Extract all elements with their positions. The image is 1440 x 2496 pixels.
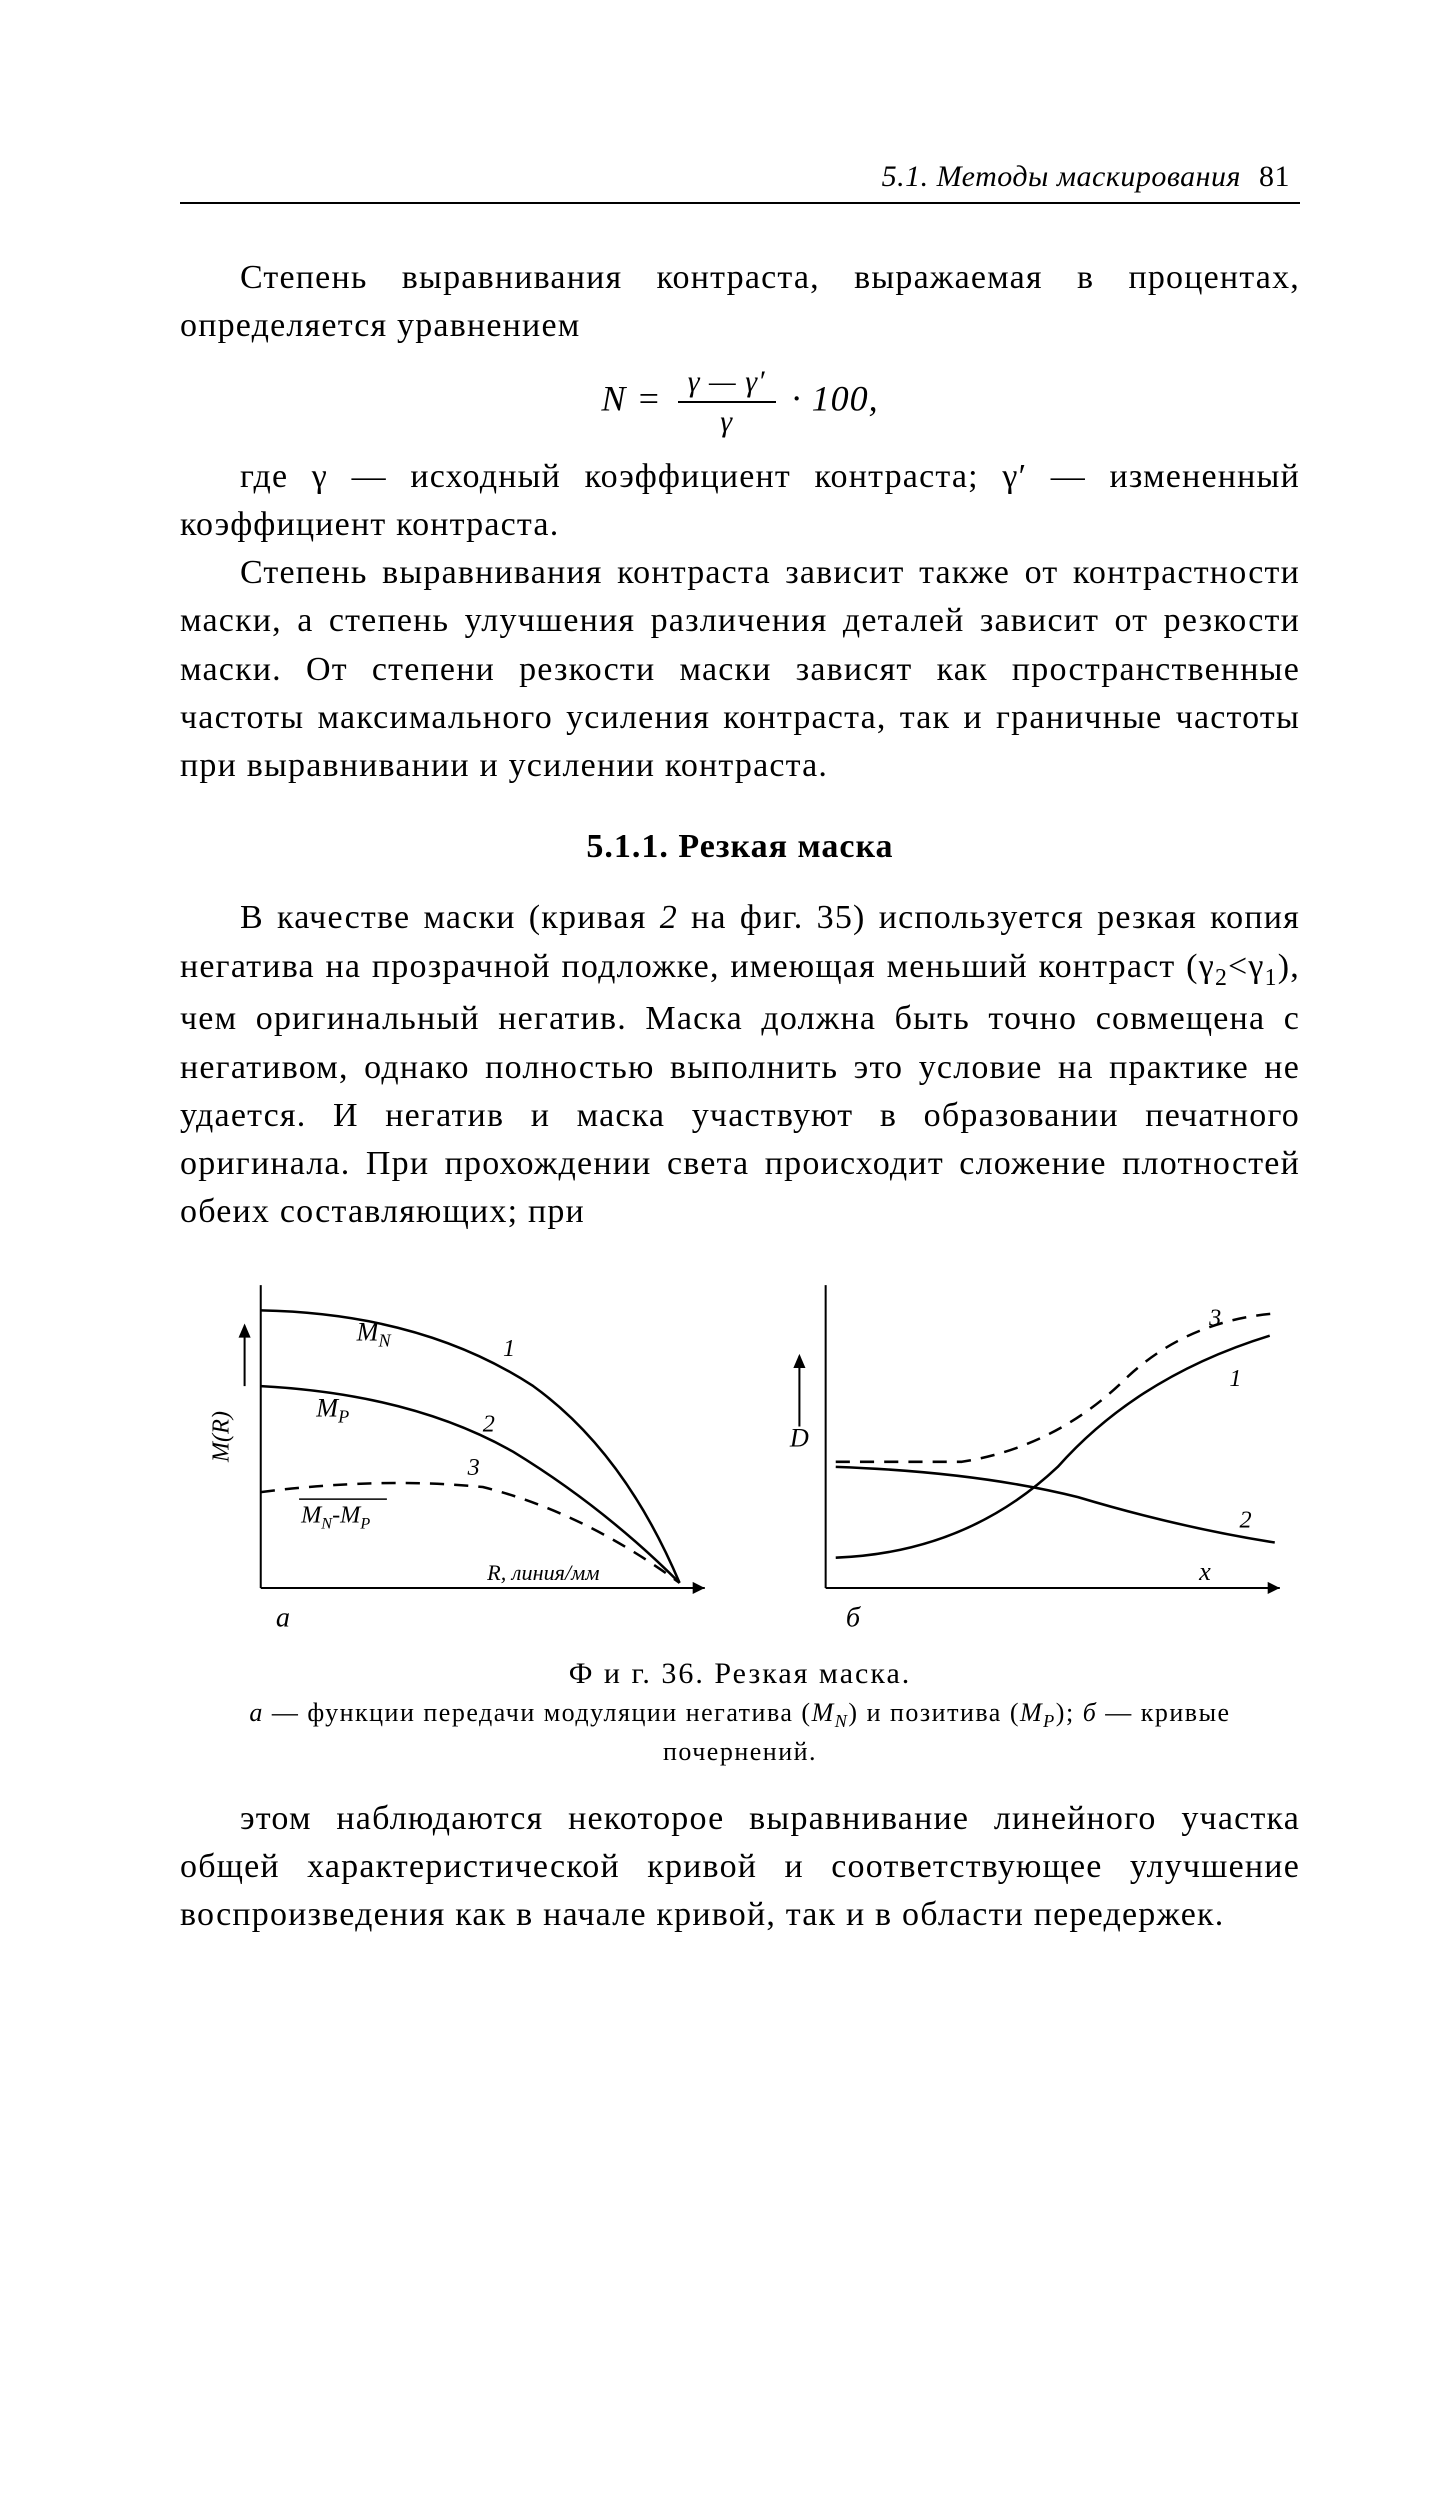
panel-a-xlabel: R, линия/мм xyxy=(486,1559,599,1584)
panel-a-ylabel: M(R) xyxy=(207,1411,234,1463)
panel-b-ylabel: D xyxy=(789,1423,809,1452)
equation: N = γ — γ′γ · 100, xyxy=(180,365,1300,439)
figure-caption-title: Ф и г. 36. Резкая маска. xyxy=(180,1657,1300,1691)
curve2-num: 2 xyxy=(483,1410,495,1437)
curve2-label: MP xyxy=(315,1393,349,1426)
b-curve1-num: 1 xyxy=(1229,1365,1241,1392)
paragraph-3: Степень выравнивания контраста зависит т… xyxy=(180,549,1300,790)
page: 5.1. Методы маскирования 81 Степень выра… xyxy=(0,0,1440,2496)
figure-panel-a-svg: M(R) R, линия/мм MN 1 MP 2 xyxy=(180,1265,725,1638)
eq-denominator: γ xyxy=(678,403,776,439)
section-label: 5.1. Методы маскирования xyxy=(882,160,1241,193)
figure-36: M(R) R, линия/мм MN 1 MP 2 xyxy=(180,1265,1300,1769)
eq-fraction: γ — γ′γ xyxy=(678,365,776,439)
curve3-label: MN-MP xyxy=(300,1501,370,1532)
figure-caption-sub: а — функции передачи модуляции негатива … xyxy=(180,1695,1300,1769)
eq-eq: = xyxy=(626,378,671,418)
figure-panel-b: D x 1 3 2 б xyxy=(755,1265,1300,1643)
page-number: 81 xyxy=(1259,160,1290,193)
eq-numerator: γ — γ′ xyxy=(678,365,776,403)
eq-lhs: N xyxy=(601,378,626,418)
curve3-num: 3 xyxy=(467,1453,480,1480)
panel-a-label: а xyxy=(276,1602,290,1633)
running-head: 5.1. Методы маскирования 81 xyxy=(180,160,1300,194)
paragraph-2: где γ — исходный коэффициент контраста; … xyxy=(180,453,1300,550)
header-rule xyxy=(180,202,1300,204)
panel-b-label: б xyxy=(846,1602,861,1633)
section-heading: 5.1.1. Резкая маска xyxy=(180,828,1300,866)
paragraph-4: В качестве маски (кривая 2 на фиг. 35) и… xyxy=(180,894,1300,1236)
figure-panel-b-svg: D x 1 3 2 б xyxy=(755,1265,1300,1638)
curve1-label: MN xyxy=(356,1317,392,1350)
paragraph-5: этом наблюдаются некоторое выравнивание … xyxy=(180,1795,1300,1940)
figure-row: M(R) R, линия/мм MN 1 MP 2 xyxy=(180,1265,1300,1643)
figure-panel-a: M(R) R, линия/мм MN 1 MP 2 xyxy=(180,1265,725,1643)
b-curve3-num: 3 xyxy=(1208,1304,1221,1331)
paragraph-1: Степень выравнивания контраста, выражаем… xyxy=(180,254,1300,351)
b-curve2-num: 2 xyxy=(1239,1506,1251,1533)
eq-tail: · 100, xyxy=(782,378,879,418)
panel-b-xlabel: x xyxy=(1198,1556,1211,1585)
curve1-num: 1 xyxy=(503,1334,515,1361)
